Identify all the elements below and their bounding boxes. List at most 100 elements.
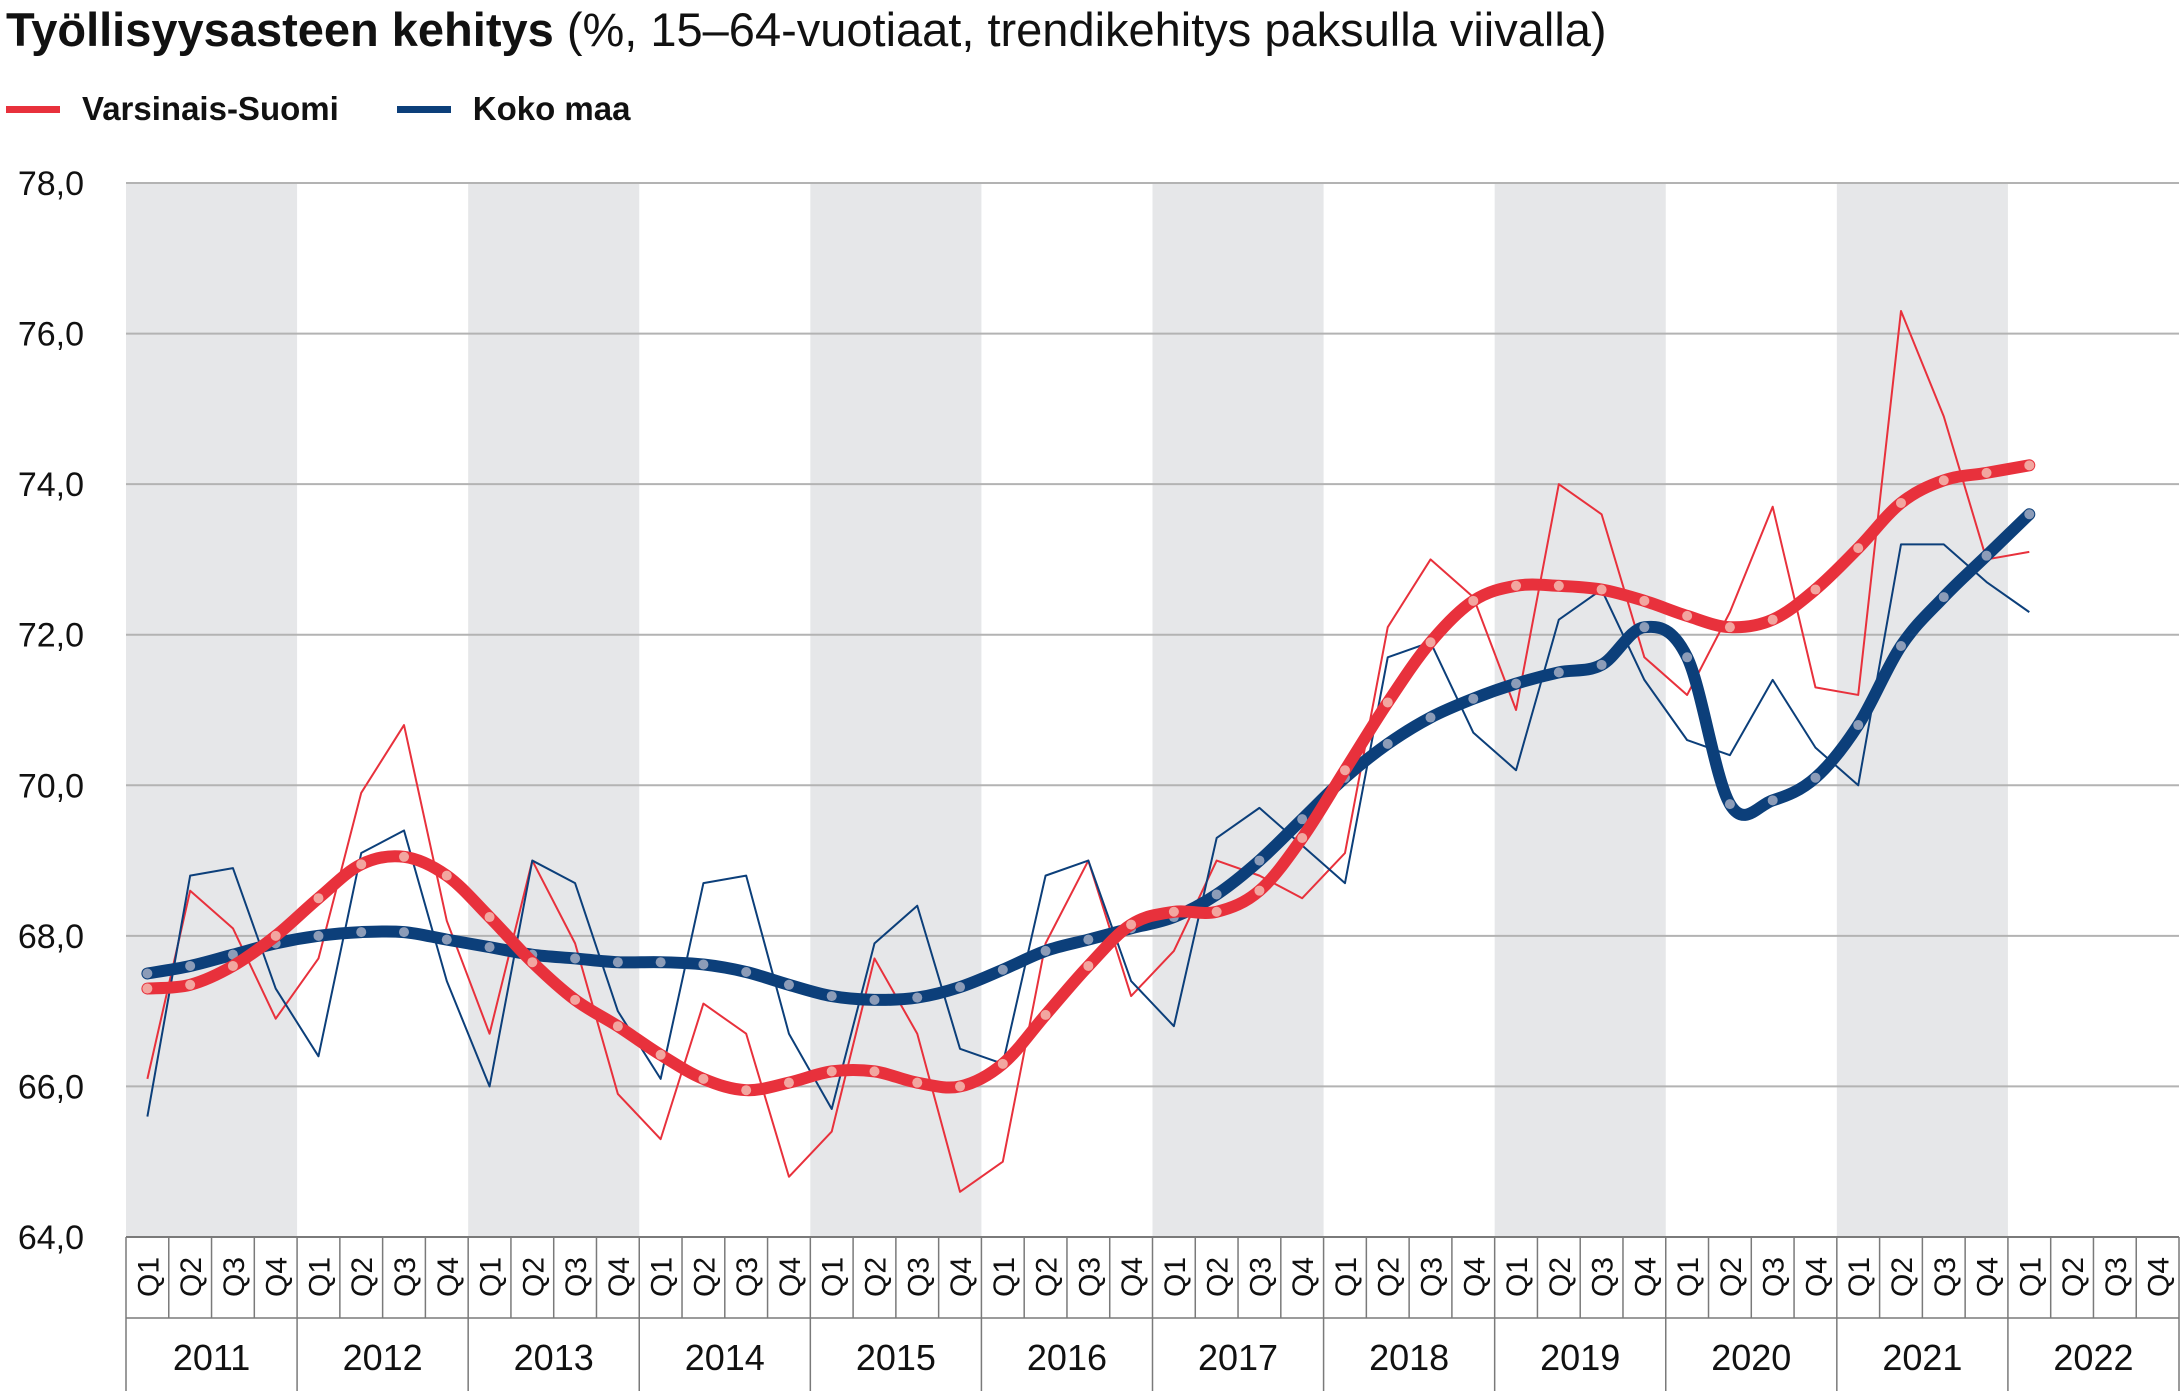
x-quarter-label: Q3 bbox=[1244, 1257, 1277, 1297]
trend-point-koko-maa bbox=[1083, 934, 1094, 945]
x-quarter-label: Q4 bbox=[432, 1257, 465, 1297]
trend-point-koko-maa bbox=[1553, 667, 1564, 678]
x-year-label: 2019 bbox=[1540, 1337, 1620, 1378]
trend-point-varsinais-suomi bbox=[1040, 1009, 1051, 1020]
trend-point-varsinais-suomi bbox=[1425, 637, 1436, 648]
trend-point-varsinais-suomi bbox=[185, 979, 196, 990]
trend-point-koko-maa bbox=[741, 966, 752, 977]
x-quarter-label: Q2 bbox=[1031, 1257, 1064, 1297]
trend-point-varsinais-suomi bbox=[1297, 832, 1308, 843]
legend-swatch-koko-maa bbox=[396, 105, 451, 113]
trend-point-varsinais-suomi bbox=[1767, 614, 1778, 625]
trend-point-varsinais-suomi bbox=[1596, 584, 1607, 595]
trend-point-varsinais-suomi bbox=[612, 1021, 623, 1032]
year-band-2013 bbox=[468, 183, 640, 1237]
trend-point-koko-maa bbox=[185, 960, 196, 971]
x-quarter-label: Q3 bbox=[731, 1257, 764, 1297]
legend-item-koko-maa: Koko maa bbox=[396, 90, 631, 128]
chart-title: Työllisyysasteen kehitys (%, 15–64-vuoti… bbox=[6, 2, 1607, 57]
trend-point-varsinais-suomi bbox=[1382, 697, 1393, 708]
trend-point-varsinais-suomi bbox=[912, 1077, 923, 1088]
y-tick-label: 72,0 bbox=[18, 617, 84, 655]
x-quarter-label: Q4 bbox=[1629, 1257, 1662, 1297]
trend-point-varsinais-suomi bbox=[741, 1085, 752, 1096]
year-band-2015 bbox=[810, 183, 982, 1237]
trend-point-koko-maa bbox=[1810, 772, 1821, 783]
trend-point-koko-maa bbox=[869, 994, 880, 1005]
trend-point-koko-maa bbox=[783, 979, 794, 990]
x-year-label: 2017 bbox=[1198, 1337, 1278, 1378]
trend-point-koko-maa bbox=[655, 957, 666, 968]
trend-point-varsinais-suomi bbox=[227, 960, 238, 971]
x-quarter-label: Q1 bbox=[1330, 1257, 1363, 1297]
legend-swatch-varsinais-suomi bbox=[6, 105, 60, 113]
trend-point-koko-maa bbox=[698, 959, 709, 970]
y-tick-label: 64,0 bbox=[18, 1219, 84, 1257]
legend-label-koko-maa: Koko maa bbox=[472, 90, 631, 127]
x-year-label: 2021 bbox=[1882, 1337, 1962, 1378]
trend-point-varsinais-suomi bbox=[1339, 765, 1350, 776]
x-quarter-label: Q4 bbox=[261, 1257, 294, 1297]
trend-point-varsinais-suomi bbox=[655, 1049, 666, 1060]
trend-point-varsinais-suomi bbox=[270, 930, 281, 941]
x-quarter-label: Q3 bbox=[1416, 1257, 1449, 1297]
chart-subtitle: (%, 15–64-vuotiaat, trendikehitys paksul… bbox=[553, 3, 1607, 56]
trend-point-koko-maa bbox=[1511, 678, 1522, 689]
x-quarter-label: Q3 bbox=[1073, 1257, 1106, 1297]
x-quarter-label: Q4 bbox=[2143, 1257, 2176, 1297]
y-tick-label: 78,0 bbox=[18, 165, 84, 203]
x-quarter-label: Q2 bbox=[1202, 1257, 1235, 1297]
trend-point-varsinais-suomi bbox=[441, 870, 452, 881]
x-year-label: 2013 bbox=[514, 1337, 594, 1378]
trend-point-varsinais-suomi bbox=[1168, 906, 1179, 917]
chart-legend: Varsinais-Suomi Koko maa bbox=[6, 90, 688, 128]
trend-point-koko-maa bbox=[2024, 509, 2035, 520]
x-quarter-label: Q3 bbox=[1587, 1257, 1620, 1297]
x-quarter-label: Q2 bbox=[175, 1257, 208, 1297]
trend-point-varsinais-suomi bbox=[2024, 460, 2035, 471]
trend-point-varsinais-suomi bbox=[1553, 580, 1564, 591]
trend-point-koko-maa bbox=[399, 927, 410, 938]
trend-point-varsinais-suomi bbox=[1682, 610, 1693, 621]
x-year-label: 2016 bbox=[1027, 1337, 1107, 1378]
x-quarter-label: Q3 bbox=[1758, 1257, 1791, 1297]
x-quarter-label: Q3 bbox=[1929, 1257, 1962, 1297]
trend-point-varsinais-suomi bbox=[1468, 595, 1479, 606]
trend-point-koko-maa bbox=[142, 968, 153, 979]
x-quarter-label: Q1 bbox=[646, 1257, 679, 1297]
x-quarter-label: Q1 bbox=[475, 1257, 508, 1297]
legend-item-varsinais-suomi: Varsinais-Suomi bbox=[6, 90, 339, 128]
trend-point-varsinais-suomi bbox=[1083, 960, 1094, 971]
year-band-2011 bbox=[126, 183, 298, 1237]
trend-point-varsinais-suomi bbox=[997, 1058, 1008, 1069]
trend-point-koko-maa bbox=[441, 934, 452, 945]
x-quarter-label: Q1 bbox=[1501, 1257, 1534, 1297]
trend-point-koko-maa bbox=[227, 949, 238, 960]
year-band-2017 bbox=[1152, 183, 1324, 1237]
trend-point-koko-maa bbox=[1425, 712, 1436, 723]
x-year-label: 2020 bbox=[1711, 1337, 1791, 1378]
trend-point-varsinais-suomi bbox=[869, 1066, 880, 1077]
trend-point-varsinais-suomi bbox=[142, 983, 153, 994]
trend-point-varsinais-suomi bbox=[1511, 580, 1522, 591]
trend-point-varsinais-suomi bbox=[484, 912, 495, 923]
series-line-koko-maa-trend bbox=[141, 508, 2036, 1006]
trend-point-varsinais-suomi bbox=[1211, 906, 1222, 917]
x-quarter-label: Q4 bbox=[1458, 1257, 1491, 1297]
trend-point-koko-maa bbox=[356, 927, 367, 938]
trend-point-koko-maa bbox=[570, 953, 581, 964]
x-quarter-label: Q1 bbox=[988, 1257, 1021, 1297]
trend-point-koko-maa bbox=[1254, 855, 1265, 866]
x-quarter-label: Q1 bbox=[817, 1257, 850, 1297]
legend-label-varsinais-suomi: Varsinais-Suomi bbox=[82, 90, 339, 127]
trend-point-koko-maa bbox=[1938, 592, 1949, 603]
x-quarter-label: Q4 bbox=[603, 1257, 636, 1297]
trend-point-varsinais-suomi bbox=[1853, 543, 1864, 554]
x-quarter-label: Q4 bbox=[1116, 1257, 1149, 1297]
trend-point-koko-maa bbox=[1596, 659, 1607, 670]
trend-point-varsinais-suomi bbox=[1639, 595, 1650, 606]
trend-point-varsinais-suomi bbox=[1126, 919, 1137, 930]
trend-point-varsinais-suomi bbox=[356, 859, 367, 870]
x-quarter-label: Q3 bbox=[389, 1257, 422, 1297]
trend-point-varsinais-suomi bbox=[1895, 497, 1906, 508]
